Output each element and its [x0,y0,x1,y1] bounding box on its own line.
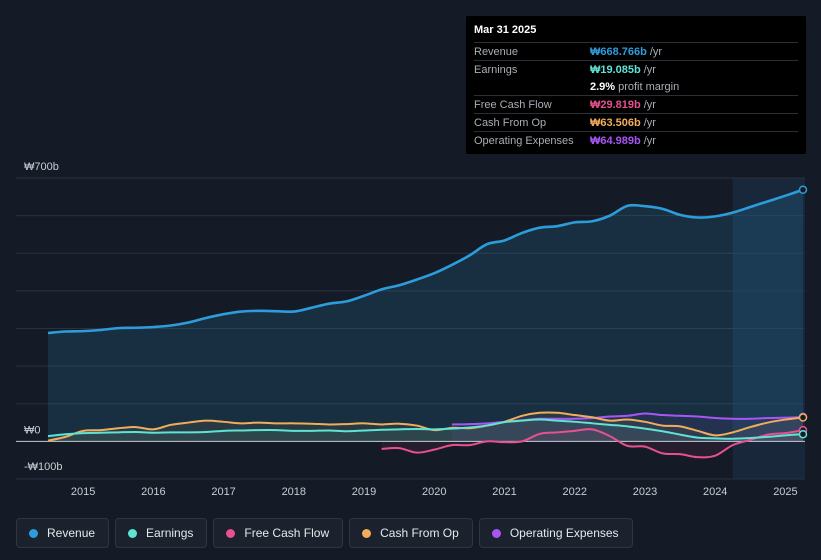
earnings-line [47,418,804,440]
legend-dot-icon [128,528,138,538]
legend-label: Operating Expenses [509,526,619,540]
tooltip-row-revenue: Revenue ₩668.766b /yr [474,42,798,60]
x-tick-label: 2025 [773,486,797,498]
tooltip-date: Mar 31 2025 [474,24,537,36]
legend-item-revenue[interactable]: Revenue [16,518,110,548]
x-tick-label: 2016 [141,486,165,498]
tooltip-value: 2.9% [590,80,616,93]
earnings-end-point [798,429,808,439]
free-cash-flow-area [381,429,803,458]
legend-label: Cash From Op [380,526,459,540]
tooltip-label: Cash From Op [474,116,547,129]
tooltip-unit: /yr [643,134,656,147]
legend-dot-icon [29,528,38,538]
tooltip-row-profit-margin: 2.9% profit margin [474,78,798,95]
revenue-area [48,189,803,442]
tooltip-unit: /yr [643,98,656,111]
cash-from-op-line [47,411,804,442]
y-tick-label: -₩100b [24,461,63,473]
tooltip-value: ₩64.989b [590,134,641,147]
legend-dot-icon [362,528,372,538]
tooltip-value: ₩29.819b [590,98,641,111]
tooltip-label: Revenue [474,45,519,58]
x-tick-label: 2021 [492,486,516,498]
tooltip-unit: /yr [643,63,656,76]
revenue-end-point [798,185,808,195]
earnings-area [48,419,803,442]
series-end-markers [798,185,808,439]
x-tick-label: 2020 [422,486,446,498]
x-tick-label: 2017 [211,486,235,498]
y-tick-label: ₩0 [24,424,41,436]
x-tick-label: 2023 [633,486,657,498]
revenue-line [47,188,804,335]
x-tick-label: 2015 [71,486,95,498]
legend-item-operating-expenses[interactable]: Operating Expenses [478,518,633,548]
tooltip-row-earnings: Earnings ₩19.085b /yr [474,60,798,78]
tooltip-unit: /yr [643,116,656,129]
tooltip-row-cash-from-op: Cash From Op ₩63.506b /yr [474,113,798,131]
x-tick-label: 2018 [282,486,306,498]
tooltip-value: ₩19.085b [590,63,641,76]
cash-from-op-end-point [798,413,808,422]
x-tick-label: 2022 [563,486,587,498]
free-cash-flow-line [381,428,804,459]
legend-label: Free Cash Flow [244,526,330,540]
tooltip-unit: /yr [649,45,663,58]
legend-label: Earnings [146,526,194,540]
legend-item-free-cash-flow[interactable]: Free Cash Flow [213,518,344,548]
tooltip-label: Operating Expenses [474,134,574,147]
data-tooltip: Mar 31 2025 Revenue ₩668.766b /yr Earnin… [466,16,806,154]
legend-dot-icon [491,528,501,538]
y-tick-label: ₩700b [24,161,59,173]
legend-item-cash-from-op[interactable]: Cash From Op [349,518,473,548]
x-tick-label: 2024 [703,486,727,498]
x-axis-labels: 2015 2016 2017 2018 2019 2020 2021 2022 2023 2024… [71,486,798,498]
tooltip-label: Free Cash Flow [474,98,552,111]
tooltip-row-operating-expenses: Operating Expenses ₩64.989b /yr [474,131,798,149]
tooltip-unit: profit margin [618,80,680,93]
tooltip-label: Earnings [474,63,518,76]
tooltip-value: ₩63.506b [590,116,641,129]
series-areas [48,189,803,458]
legend-dot-icon [226,528,236,538]
y-axis-labels: ₩700b ₩0 -₩100b [24,161,63,473]
legend-label: Revenue [47,526,96,540]
tooltip-row-free-cash-flow: Free Cash Flow ₩29.819b /yr [474,95,798,113]
x-tick-label: 2019 [352,486,376,498]
chart-legend: Revenue Earnings Free Cash Flow Cash Fro… [16,518,633,548]
cash-from-op-area [48,412,803,442]
tooltip-value: ₩668.766b [590,45,647,58]
series-lines [47,188,804,459]
legend-item-earnings[interactable]: Earnings [115,518,208,548]
